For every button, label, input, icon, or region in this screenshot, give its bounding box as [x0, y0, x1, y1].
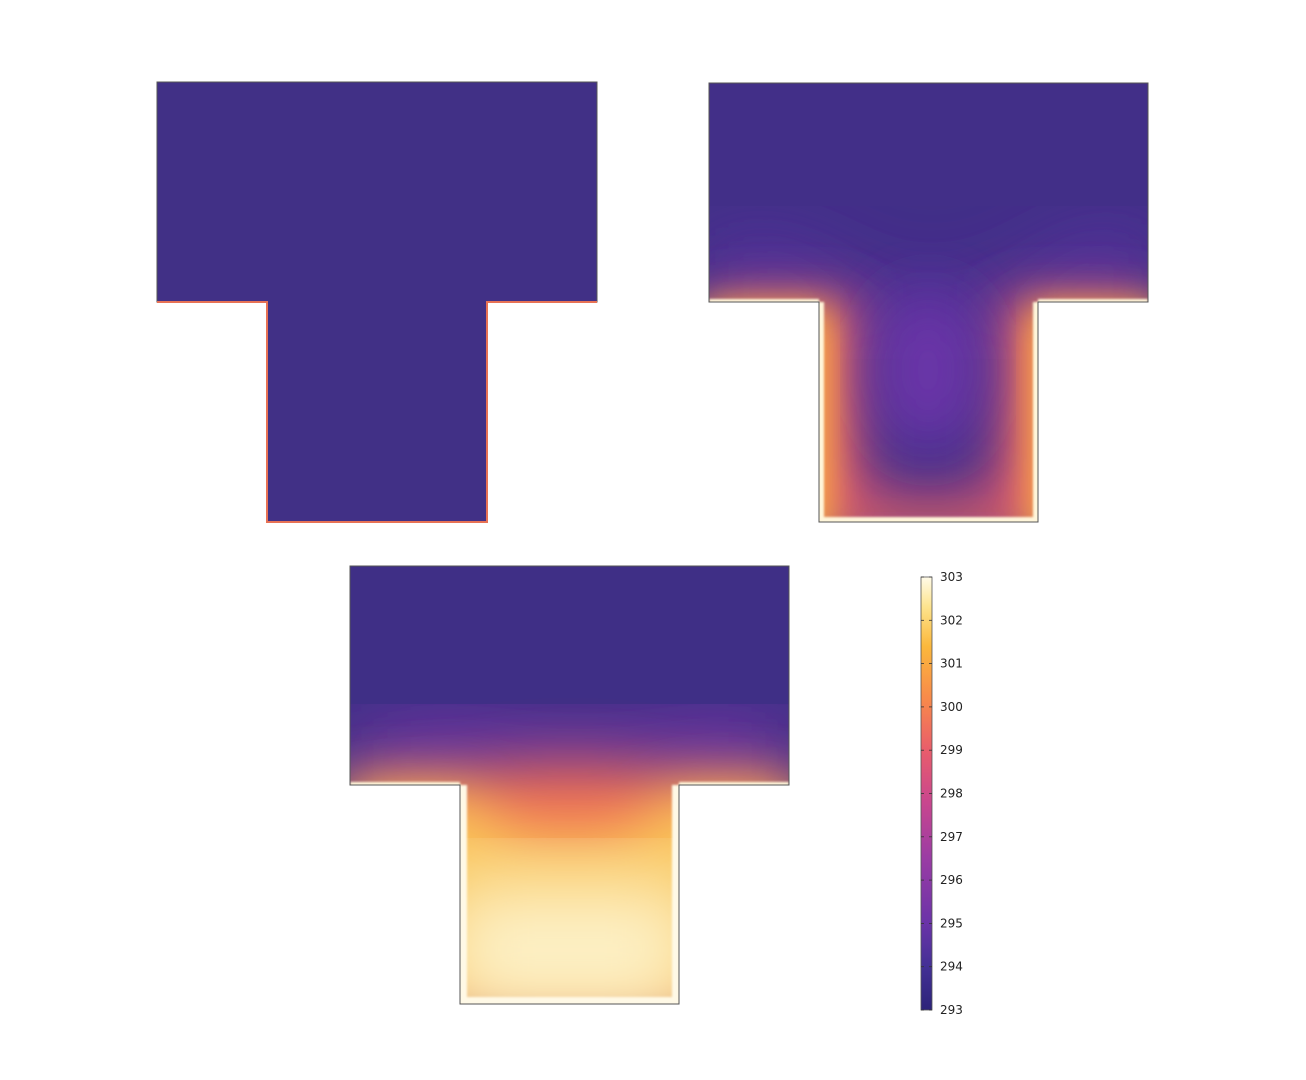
panel-top-left: [156, 81, 598, 523]
colorbar-tick-label: 302: [940, 613, 963, 627]
colorbar-tick-label: 300: [940, 700, 963, 714]
panel-top-right-field: [709, 83, 1148, 522]
colorbar-tick-label: 298: [940, 787, 963, 801]
colorbar-tick-label: 294: [940, 960, 963, 974]
panel-bottom-outline: [349, 565, 790, 1005]
panel-top-right-outline: [708, 82, 1149, 523]
colorbar-tick-label: 299: [940, 743, 963, 757]
colorbar-tick-label: 296: [940, 873, 963, 887]
panel-top-left-hot-boundary: [157, 301, 597, 523]
colorbar-tick-label: 301: [940, 657, 963, 671]
panel-top-right: [708, 82, 1149, 523]
colorbar-tick-label: 297: [940, 830, 963, 844]
colorbar-tick-label: 295: [940, 916, 963, 930]
panel-top-left-field: [157, 82, 597, 522]
colorbar-tick-label: 293: [940, 1003, 963, 1017]
colorbar-tick-label: 303: [940, 570, 963, 584]
colorbar: 303 302 301 300 299 298 297 296 295 294 293: [920, 570, 963, 1017]
panel-bottom: [349, 565, 790, 1005]
panel-bottom-field: [350, 566, 789, 1004]
colorbar-ticks: 303 302 301 300 299 298 297 296 295 294 293: [921, 570, 963, 1017]
